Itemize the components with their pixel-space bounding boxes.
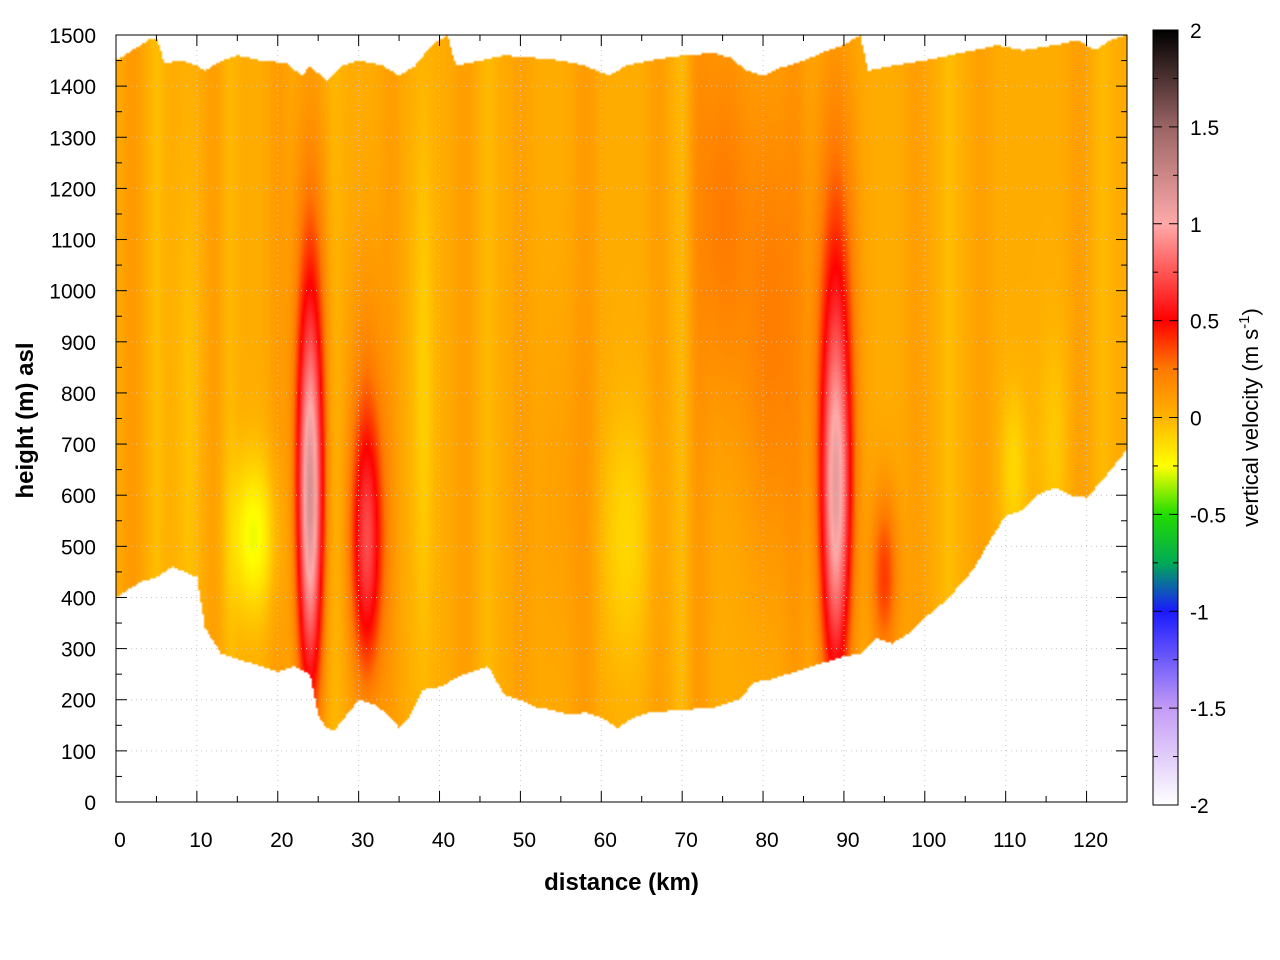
colorbar-tick-label: 0.5 [1190,311,1219,334]
y-tick-label: 600 [61,485,96,508]
x-tick-label: 50 [513,829,536,852]
colorbar-tick-label: 0 [1190,408,1202,431]
colorbar: 2 1.5 1 0.5 0 -0.5 -1 -1.5 -2 [1152,20,1226,818]
colorbar-tick-label: 2 [1190,20,1202,43]
x-tick-label: 110 [993,829,1026,852]
grid [116,35,1127,802]
y-tick-label: 1500 [49,25,96,48]
x-tick-label: 90 [836,829,859,852]
colorbar-tick-label: 1.5 [1190,117,1219,140]
colorbar-tick-label: -2 [1190,795,1209,818]
y-tick-label: 1000 [49,281,96,304]
y-axis-label: height (m) asl [12,342,39,498]
colorbar-label-text: vertical velocity (m s [1238,329,1263,527]
colorbar-tick-label: 1 [1190,214,1202,237]
y-axis: 0 100 200 300 400 500 600 700 800 900 1000 1100 1200… [49,25,1127,815]
colorbar-ticks: 2 1.5 1 0.5 0 -0.5 -1 -1.5 -2 [1153,20,1226,818]
y-tick-label: 1100 [51,230,96,253]
y-tick-label: 200 [61,690,96,713]
x-axis-label: distance (km) [544,869,699,896]
plot-area [116,35,1127,802]
y-tick-label: 100 [61,741,96,764]
colorbar-tick-label: -1 [1190,601,1209,624]
y-tick-label: 800 [61,383,96,406]
colorbar-label: vertical velocity (m s-1) [1236,308,1263,527]
y-tick-label: 1300 [49,127,96,150]
x-tick-label: 40 [432,829,455,852]
y-tick-label: 400 [61,587,96,610]
y-tick-label: 0 [84,792,96,815]
colorbar-label-exponent: -1 [1236,315,1253,328]
x-tick-label: 20 [270,829,293,852]
x-tick-label: 100 [911,829,946,852]
x-tick-label: 70 [674,829,697,852]
y-tick-label: 300 [61,639,96,662]
y-tick-label: 900 [61,332,96,355]
x-tick-label: 120 [1073,829,1108,852]
colorbar-tick-label: -1.5 [1190,698,1226,721]
velocity-field [116,35,1127,802]
y-tick-label: 700 [61,434,96,457]
x-tick-label: 10 [189,829,212,852]
colorbar-tick-label: -0.5 [1190,504,1226,527]
y-tick-label: 500 [61,536,96,559]
x-tick-label: 30 [351,829,374,852]
x-tick-label: 80 [755,829,778,852]
x-axis: 0 10 20 30 40 50 60 70 80 90 100 110 120 [114,35,1128,852]
colorbar-label-suffix: ) [1238,308,1263,315]
y-tick-label: 1200 [49,178,96,201]
x-tick-label: 60 [594,829,617,852]
y-tick-label: 1400 [49,76,96,99]
x-tick-label: 0 [114,829,126,852]
